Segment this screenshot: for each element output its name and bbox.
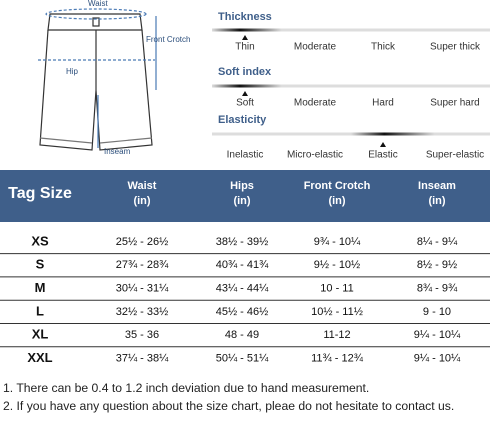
table-cell: 8¾ - 9¾ bbox=[417, 283, 458, 295]
column-header: Front Crotch bbox=[304, 180, 371, 192]
scale-option: Super-elastic bbox=[426, 150, 484, 161]
scale-title: Soft index bbox=[218, 66, 272, 78]
scale-option: Thick bbox=[371, 42, 396, 53]
marker bbox=[242, 91, 248, 96]
table-cell: 45½ - 46½ bbox=[216, 306, 269, 318]
table-cell: 9½ - 10½ bbox=[314, 259, 360, 271]
table-cell: 40¾ - 41¾ bbox=[216, 259, 269, 271]
table-cell: 8½ - 9½ bbox=[417, 259, 457, 271]
scale-bar bbox=[212, 28, 490, 32]
marker bbox=[242, 35, 248, 40]
table-cell: 30¼ - 31¼ bbox=[116, 283, 169, 295]
scale-option: Super hard bbox=[430, 98, 479, 109]
table-cell: 32½ - 33½ bbox=[116, 306, 169, 318]
column-header: Waist bbox=[128, 180, 157, 192]
column-unit: (in) bbox=[233, 195, 250, 207]
table-cell: 8¼ - 9¼ bbox=[417, 236, 458, 248]
scale-option: Soft bbox=[236, 98, 254, 109]
size-label: XXL bbox=[27, 350, 52, 365]
label-front-crotch: Front Crotch bbox=[146, 35, 190, 44]
scale-option: Moderate bbox=[294, 42, 337, 53]
table-cell: 48 - 49 bbox=[225, 329, 259, 341]
table-cell: 35 - 36 bbox=[125, 329, 159, 341]
table-cell: 10½ - 11½ bbox=[311, 306, 363, 318]
table-cell: 11-12 bbox=[323, 329, 350, 341]
label-inseam: Inseam bbox=[104, 147, 131, 156]
scale-option: Thin bbox=[235, 42, 254, 53]
table-cell: 38½ - 39½ bbox=[216, 236, 269, 248]
scale-bar bbox=[212, 132, 490, 136]
label-waist: Waist bbox=[88, 0, 108, 8]
table-cell: 9¼ - 10¼ bbox=[414, 329, 461, 341]
note: 1. There can be 0.4 to 1.2 inch deviatio… bbox=[3, 381, 369, 395]
scale-title: Elasticity bbox=[218, 114, 267, 126]
table-cell: 11¾ - 12¾ bbox=[311, 352, 364, 364]
scale-option: Elastic bbox=[368, 150, 397, 161]
scale-option: Hard bbox=[372, 98, 394, 109]
size-label: XS bbox=[31, 233, 49, 248]
table-cell: 25½ - 26½ bbox=[116, 236, 169, 248]
marker bbox=[380, 142, 386, 147]
label-hip: Hip bbox=[66, 67, 79, 76]
table-cell: 9 - 10 bbox=[423, 306, 451, 318]
table-cell: 27¾ - 28¾ bbox=[116, 259, 169, 271]
table-cell: 9¼ - 10¼ bbox=[414, 352, 461, 364]
column-unit: (in) bbox=[328, 195, 345, 207]
size-label: S bbox=[36, 257, 45, 272]
column-unit: (in) bbox=[133, 195, 150, 207]
table-cell: 50¼ - 51¼ bbox=[216, 352, 269, 364]
table-cell: 9¾ - 10¼ bbox=[314, 236, 361, 248]
table-cell: 37¼ - 38¼ bbox=[116, 352, 169, 364]
table-header-band bbox=[0, 170, 490, 222]
scale-title: Thickness bbox=[218, 11, 272, 23]
note: 2. If you have any question about the si… bbox=[3, 399, 454, 413]
scale-bar bbox=[212, 84, 490, 88]
scale-option: Micro-elastic bbox=[287, 150, 343, 161]
size-label: XL bbox=[32, 327, 49, 342]
scale-option: Inelastic bbox=[227, 150, 264, 161]
size-label: M bbox=[35, 280, 46, 295]
table-cell: 10 - 11 bbox=[320, 283, 353, 295]
size-label: L bbox=[36, 303, 44, 318]
table-cell: 43¼ - 44¼ bbox=[216, 283, 269, 295]
scale-option: Super thick bbox=[430, 42, 481, 53]
shorts-illustration bbox=[38, 8, 157, 151]
scale-option: Moderate bbox=[294, 98, 337, 109]
column-header: Hips bbox=[230, 180, 254, 192]
column-unit: (in) bbox=[428, 195, 445, 207]
column-header: Tag Size bbox=[8, 185, 72, 202]
column-header: Inseam bbox=[418, 180, 456, 192]
